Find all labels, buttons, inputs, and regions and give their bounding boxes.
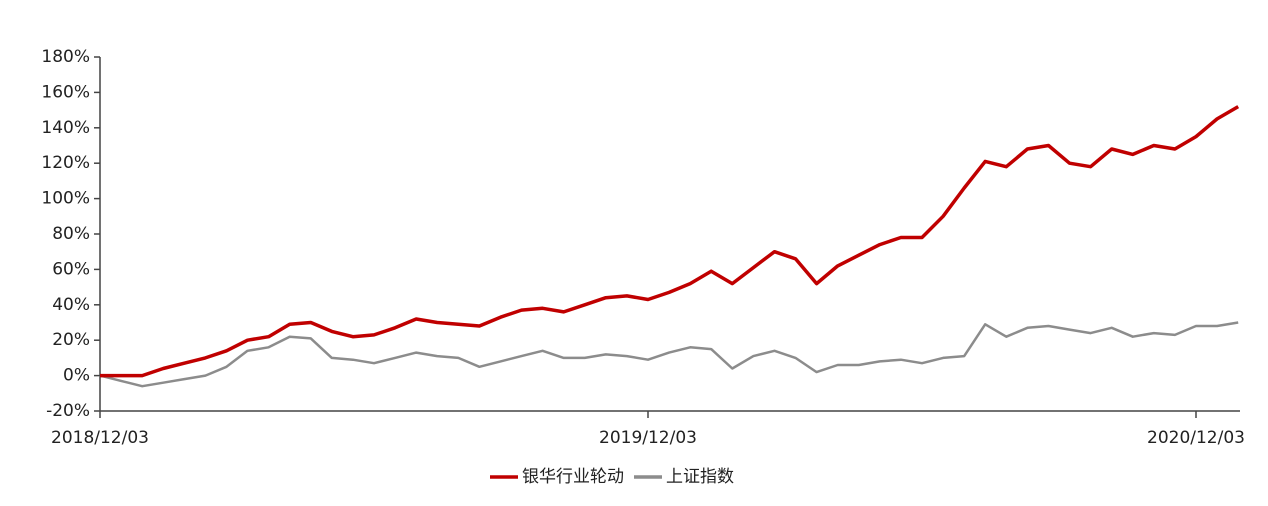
y-tick-label: 100% — [41, 189, 90, 209]
series-line — [99, 321, 1239, 388]
y-tick-label: 140% — [41, 118, 90, 138]
legend-label: 上证指数 — [666, 467, 734, 487]
legend-label: 银华行业轮动 — [522, 467, 624, 487]
y-tick-label: 120% — [41, 153, 90, 173]
y-tick-label: -20% — [46, 401, 90, 421]
y-tick-label: 0% — [63, 366, 90, 386]
x-tick-label: 2018/12/03 — [51, 428, 149, 448]
x-tick-label: 2020/12/03 — [1147, 428, 1245, 448]
series-line — [100, 105, 1240, 378]
y-tick-label: 40% — [52, 295, 90, 315]
y-tick-label: 160% — [41, 82, 90, 102]
y-tick-label: 80% — [52, 224, 90, 244]
y-tick-label: 20% — [52, 330, 90, 350]
y-tick-label: 60% — [52, 259, 90, 279]
y-tick-label: 180% — [41, 47, 90, 67]
x-tick-label: 2019/12/03 — [599, 428, 697, 448]
